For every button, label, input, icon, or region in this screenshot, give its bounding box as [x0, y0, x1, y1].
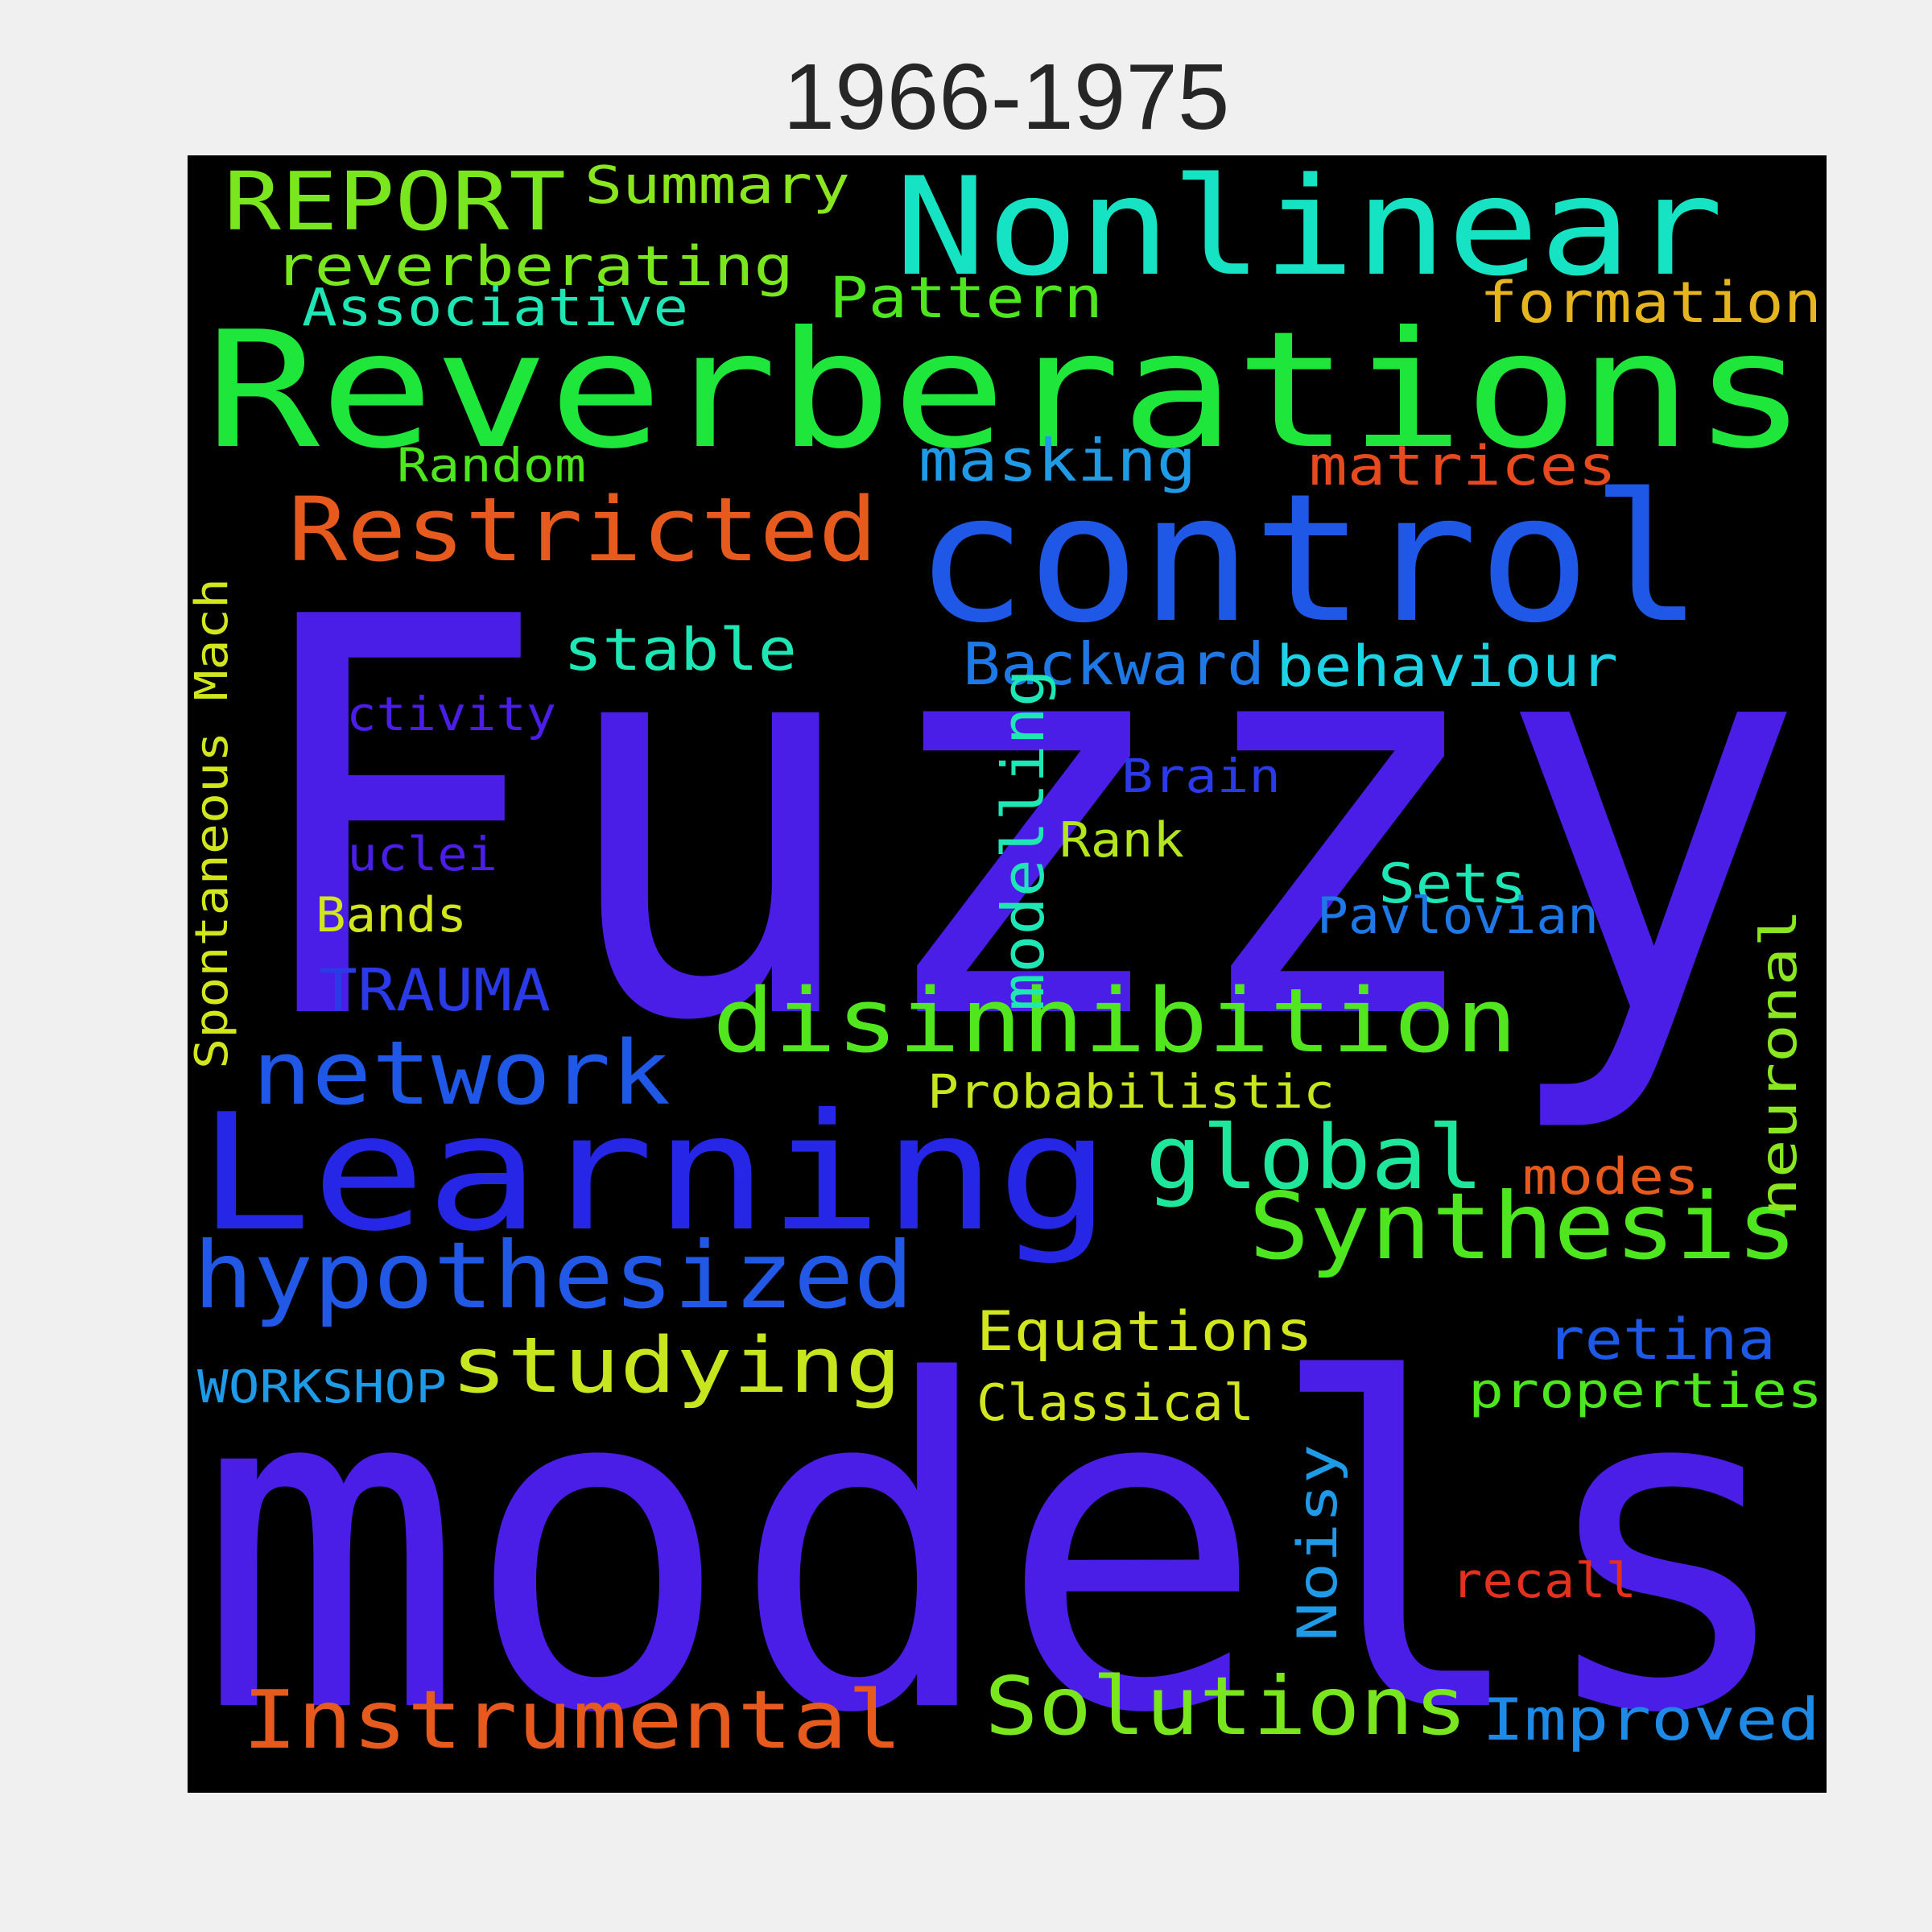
word-control: control	[914, 456, 1703, 662]
word-behaviour: behaviour	[1276, 634, 1618, 700]
word-properties: properties	[1468, 1363, 1823, 1419]
word-retina: retina	[1546, 1307, 1776, 1373]
word-brain: Brain	[1121, 749, 1281, 803]
word-modes: modes	[1522, 1147, 1699, 1206]
word-activity: activity	[316, 687, 556, 741]
word-matrices: matrices	[1309, 435, 1616, 498]
word-cloud: Fuzzy models Reverberations control Nonl…	[188, 155, 1827, 1793]
word-sets: Sets	[1378, 852, 1527, 916]
word-network: network	[252, 1022, 671, 1125]
word-summary: Summary	[584, 156, 850, 216]
word-models: models	[197, 1287, 1799, 1793]
word-cloud-canvas: Fuzzy models Reverberations control Nonl…	[188, 155, 1823, 1793]
word-report: REPORT	[224, 155, 566, 249]
word-reverberations: Reverberations	[205, 297, 1807, 485]
word-pavlovian: Pavlovian	[1317, 886, 1599, 945]
word-reverberating: reverberating	[275, 235, 794, 299]
word-recall: recall	[1451, 1553, 1637, 1609]
word-learning: Learning	[197, 1080, 1111, 1267]
word-probabilistic: Probabilistic	[927, 1064, 1335, 1119]
word-bands: Bands	[316, 887, 467, 943]
word-neuronal: neuronal	[1749, 909, 1808, 1216]
word-spontaneous-mach: Spontaneous Mach	[188, 578, 238, 1069]
word-modelling: modelling	[989, 669, 1057, 1011]
word-nonlinear: Nonlinear	[894, 155, 1724, 306]
word-noisy: Noisy	[1286, 1444, 1350, 1641]
word-random: Random	[397, 438, 586, 493]
word-improved: Improved	[1482, 1686, 1820, 1753]
word-pattern: Pattern	[829, 265, 1103, 331]
word-backward: Backward	[963, 630, 1265, 698]
word-workshop: WORKSHOP	[197, 1361, 447, 1414]
word-instrumental: Instrumental	[242, 1673, 902, 1767]
word-fuzzy: Fuzzy	[237, 504, 1807, 1141]
word-stable: stable	[564, 616, 797, 683]
word-solutions: Solutions	[985, 1659, 1468, 1753]
word-trauma: TRAUMA	[319, 956, 551, 1024]
word-disinhibition: disinhibition	[712, 969, 1517, 1072]
word-equations: Equations	[976, 1300, 1313, 1364]
word-associative: Associative	[302, 279, 688, 338]
word-nuclei: nuclei	[317, 827, 497, 881]
word-rank: Rank	[1059, 812, 1184, 869]
word-restricted: Restricted	[288, 478, 877, 581]
word-hypothesized: hypothesized	[193, 1222, 914, 1329]
word-classical: Classical	[976, 1373, 1254, 1432]
word-synthesis: Synthesis	[1249, 1173, 1798, 1280]
page-title: 1966-1975	[782, 44, 1230, 149]
word-formation: formation	[1480, 270, 1822, 336]
word-global: global	[1146, 1106, 1484, 1209]
word-studying: studying	[451, 1322, 902, 1410]
word-masking: masking	[919, 427, 1196, 494]
